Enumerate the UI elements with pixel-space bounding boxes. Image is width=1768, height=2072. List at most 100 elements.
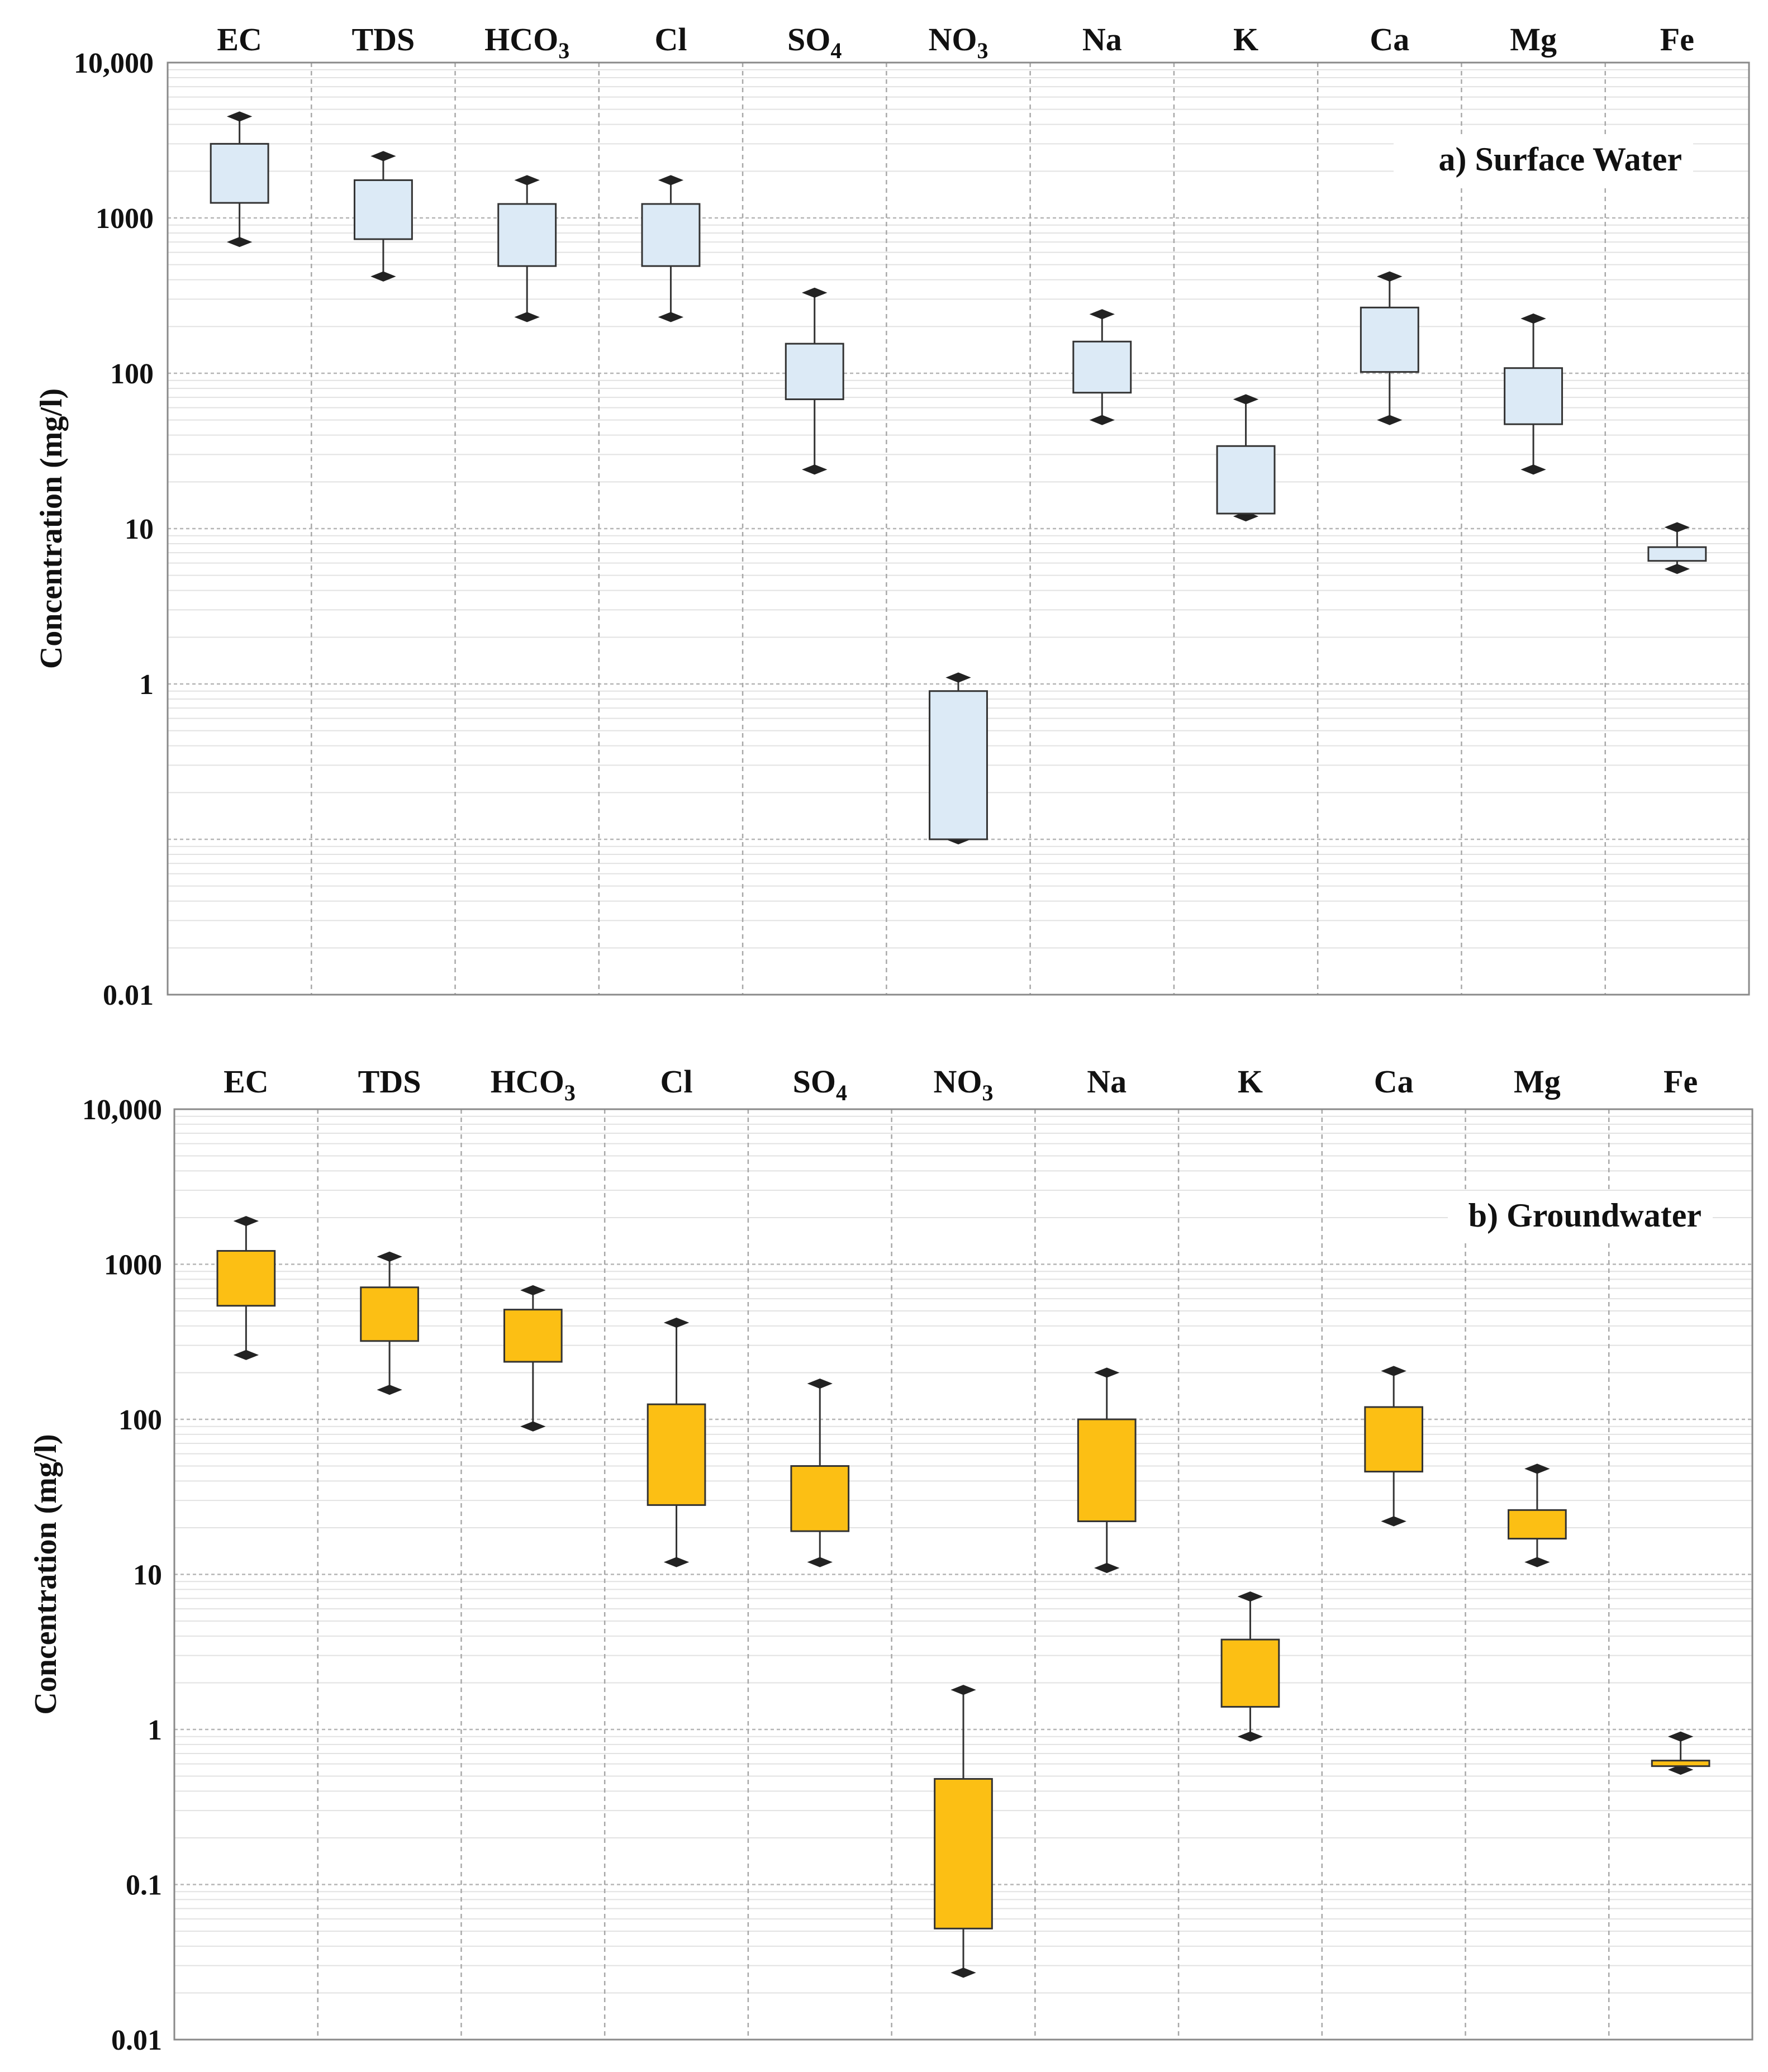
whisker-cap-max: [1094, 1367, 1120, 1378]
box-iqr: [929, 690, 988, 840]
box-iqr: [497, 203, 557, 267]
box-iqr: [1508, 1509, 1567, 1540]
category-label: HCO3: [491, 1063, 576, 1105]
whisker-cap-max: [1381, 1366, 1406, 1376]
y-tick-label: 0.01: [103, 980, 154, 1011]
whisker-cap-min: [802, 464, 828, 475]
box-iqr: [360, 1286, 419, 1342]
y-tick-label: 1000: [104, 1249, 162, 1281]
box-iqr: [1364, 1406, 1424, 1473]
category-label: TDS: [351, 21, 415, 58]
whisker-cap-max: [1520, 313, 1546, 324]
box-iqr: [1360, 306, 1419, 373]
panel-title: a) Surface Water: [1439, 141, 1682, 178]
whisker-cap-max: [226, 111, 253, 122]
y-tick-label: 0.1: [126, 1870, 162, 1902]
whisker-cap-min: [377, 1385, 402, 1395]
box-iqr: [1504, 367, 1563, 425]
whisker-cap-max: [370, 151, 396, 161]
whisker-cap-min: [1237, 1731, 1263, 1742]
whisker-cap-max: [514, 175, 540, 186]
y-tick-label: 10: [125, 514, 154, 545]
category-label: Cl: [654, 21, 687, 58]
whisker-cap-max: [1089, 309, 1115, 320]
box-iqr: [641, 203, 701, 267]
y-tick-label: 0.01: [111, 2025, 162, 2056]
category-label: Fe: [1664, 1063, 1698, 1100]
whisker-cap-max: [1233, 394, 1259, 405]
plot-border: [167, 61, 1750, 996]
whisker-cap-min: [1381, 1516, 1406, 1527]
box-iqr: [1220, 1638, 1280, 1708]
category-label: Cl: [660, 1063, 693, 1100]
category-label: TDS: [358, 1063, 421, 1100]
box-iqr: [785, 343, 844, 401]
whisker-cap-max: [1667, 1731, 1694, 1742]
whisker-cap-min: [1524, 1557, 1550, 1567]
whisker-cap-min: [1664, 564, 1690, 574]
whisker-cap-min: [950, 1968, 976, 1978]
y-tick-label: 1: [148, 1714, 162, 1746]
whisker-cap-max: [945, 672, 971, 683]
panel-title: b) Groundwater: [1468, 1197, 1702, 1234]
whisker-cap-min: [514, 312, 540, 322]
box-iqr: [1216, 445, 1276, 515]
whisker-cap-max: [807, 1378, 833, 1389]
box-iqr: [647, 1403, 706, 1506]
y-tick-label: 100: [110, 358, 154, 390]
whisker-cap-max: [1524, 1463, 1550, 1474]
category-label: K: [1238, 1063, 1263, 1100]
whisker-cap-min: [1377, 415, 1403, 425]
y-tick-label: 10,000: [82, 1094, 162, 1126]
whisker-cap-max: [520, 1285, 546, 1296]
category-label: Na: [1087, 1063, 1127, 1100]
whisker-cap-min: [663, 1557, 690, 1567]
box-iqr: [210, 142, 269, 204]
box-iqr: [790, 1465, 850, 1532]
whisker-cap-min: [1520, 464, 1546, 475]
whisker-cap-max: [377, 1251, 402, 1262]
whisker-cap-min: [807, 1557, 833, 1567]
category-label: EC: [224, 1063, 269, 1100]
category-label: NO3: [934, 1063, 994, 1105]
panel-groundwater: 0.01 0.1 1 10 100 1000 10,000 Concentration (mg…: [28, 1063, 1753, 2056]
box-iqr: [934, 1778, 993, 1930]
panel-title-backdrop: [1448, 1192, 1713, 1242]
y-axis-title: Concentration (mg/l): [34, 388, 69, 669]
y-tick-label: 10,000: [74, 47, 154, 79]
whisker-cap-min: [226, 236, 253, 248]
whisker-cap-max: [802, 287, 828, 298]
whisker-cap-min: [1089, 415, 1115, 425]
y-axis-title: Concentration (mg/l): [28, 1434, 63, 1714]
panel-title-backdrop: [1394, 136, 1693, 186]
category-label: SO4: [787, 21, 842, 63]
category-label: SO4: [793, 1063, 847, 1105]
category-label: Ca: [1374, 1063, 1414, 1100]
whisker-cap-max: [1237, 1591, 1263, 1602]
whisker-cap-max: [1377, 271, 1403, 282]
category-label: Na: [1082, 21, 1122, 58]
plot-border: [173, 1108, 1753, 2041]
box-iqr: [1647, 546, 1707, 562]
box-iqr: [216, 1250, 276, 1307]
category-label: K: [1233, 21, 1258, 58]
box-iqr: [353, 179, 413, 240]
whisker-cap-min: [658, 312, 684, 322]
category-label: NO3: [929, 21, 988, 63]
category-label: Mg: [1510, 21, 1557, 58]
box-iqr: [1651, 1760, 1710, 1767]
box-iqr: [1077, 1418, 1137, 1522]
whisker-cap-min: [233, 1349, 259, 1360]
category-label: Mg: [1514, 1063, 1561, 1100]
whisker-cap-min: [1094, 1562, 1120, 1574]
category-label: Fe: [1660, 21, 1694, 58]
y-tick-label: 1000: [96, 203, 154, 235]
whisker-cap-min: [370, 271, 396, 282]
category-label: HCO3: [484, 21, 569, 63]
whisker-cap-min: [520, 1421, 546, 1432]
category-label: EC: [217, 21, 262, 58]
whisker-cap-max: [663, 1317, 690, 1328]
whisker-cap-max: [658, 175, 684, 186]
y-tick-label: 1: [139, 669, 154, 701]
